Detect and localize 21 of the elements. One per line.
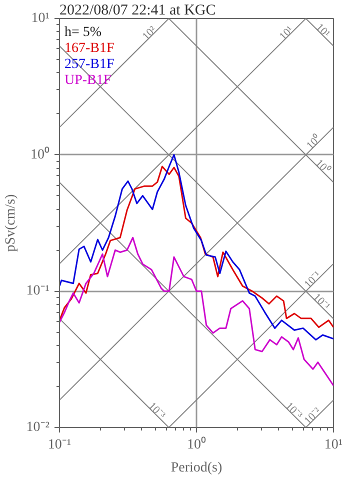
y-axis-title: pSv(cm/s) <box>3 194 18 252</box>
text: 257-B1F <box>64 57 114 72</box>
x-tick-label: 10⁰ <box>187 436 206 452</box>
y-tick-label: 10⁰ <box>30 146 50 162</box>
text: UP-B1F <box>64 73 112 88</box>
annotation: h= 5% <box>64 25 102 40</box>
text: 10⁻¹ <box>310 291 332 313</box>
y-tick-label: 10⁻² <box>26 420 50 435</box>
y-tick-label: 10¹ <box>31 11 50 26</box>
text: 167-B1F <box>64 41 114 56</box>
text: 10¹ <box>313 21 332 40</box>
text: 10⁰ <box>312 156 333 176</box>
text: 10⁻³ <box>282 400 305 422</box>
text: 10⁰ <box>304 132 324 152</box>
x-tick-label: 10⁻¹ <box>48 438 72 452</box>
chart-title: 2022/08/07 22:41 at KGC <box>60 2 216 18</box>
y-tick-label: 10⁻¹ <box>26 284 50 299</box>
x-tick-label: 10¹ <box>324 438 343 452</box>
text: 10⁻² <box>302 405 324 427</box>
x-axis-title: Period(s) <box>170 460 222 476</box>
text: 10⁻³ <box>146 400 168 422</box>
